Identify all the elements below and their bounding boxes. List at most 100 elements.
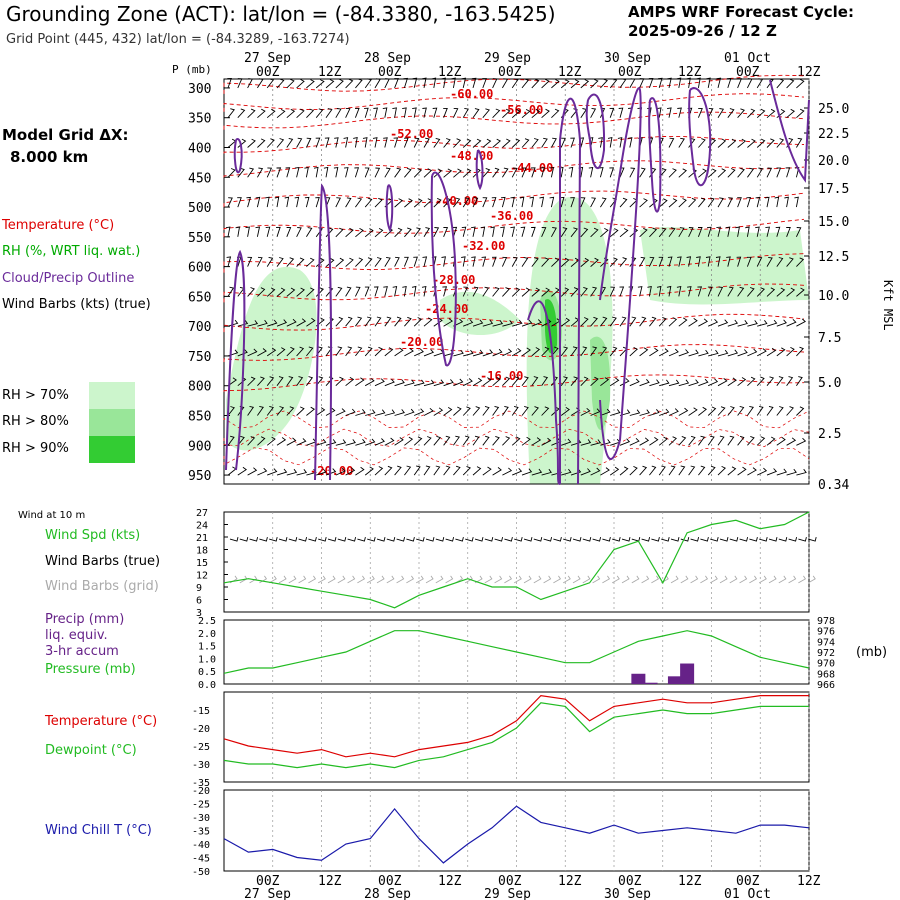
chill-ytick-1: -25 xyxy=(192,800,210,811)
wind-barb xyxy=(707,435,715,446)
wind-barb xyxy=(551,137,557,148)
temp-contour-9 xyxy=(223,313,805,333)
wind-barb xyxy=(707,286,713,297)
wind-barb xyxy=(296,257,305,267)
wind-barb xyxy=(345,227,354,238)
wind-barb-grid xyxy=(631,575,640,584)
wind-barb-true xyxy=(710,536,719,542)
wind-barb xyxy=(716,226,721,237)
wind-barb-grid xyxy=(406,575,415,584)
wind-barb xyxy=(541,137,548,148)
wind-barb xyxy=(649,316,657,327)
height-label-5: 12.5 xyxy=(818,250,849,265)
wind-barb xyxy=(462,378,473,387)
wind-barb xyxy=(717,108,725,118)
wind-barb xyxy=(335,286,343,297)
wind-barb xyxy=(727,406,735,416)
wind-barb xyxy=(609,346,618,357)
wind-barb xyxy=(521,287,531,297)
wind-barb xyxy=(639,78,645,89)
wind-barb-grid xyxy=(425,575,434,584)
wind-barb xyxy=(667,107,672,118)
wind-barb xyxy=(267,319,278,327)
wind-barb xyxy=(247,78,254,89)
wind-barb xyxy=(580,257,590,267)
wind-barb xyxy=(286,108,296,119)
wind-barb-grid xyxy=(611,575,620,584)
cloud-outline-9 xyxy=(599,87,642,460)
wind-barb xyxy=(639,167,646,178)
wind-barb-true xyxy=(455,536,464,542)
wind-barb xyxy=(286,137,294,148)
wind-barb xyxy=(521,405,529,416)
wind-barb xyxy=(796,468,807,476)
wind-barb xyxy=(237,466,248,476)
wind-barb xyxy=(421,286,427,297)
wind-barb xyxy=(764,196,770,208)
wind-barb xyxy=(276,257,284,267)
cloud-outline-1 xyxy=(233,138,243,174)
wind-barb xyxy=(306,376,314,386)
wind-barb-grid xyxy=(464,575,473,584)
wind-barb xyxy=(658,465,666,476)
temp-contour-label-12: -20.00 xyxy=(310,464,353,478)
wind-barb xyxy=(257,348,267,357)
wind-barb xyxy=(776,78,785,89)
wind-barb-true xyxy=(288,536,298,542)
wind-barb xyxy=(619,409,631,416)
bottom-time-tick-1: 12Z xyxy=(318,874,342,889)
wind-barb xyxy=(343,137,349,148)
cloud-outline-8 xyxy=(585,93,606,170)
wind-barb xyxy=(286,257,295,267)
wind-barb xyxy=(688,407,698,416)
wind-barb xyxy=(382,107,388,118)
wind-barb xyxy=(431,77,437,88)
wind-barb-true xyxy=(327,536,337,542)
wind-barb xyxy=(235,226,241,237)
wind-barb xyxy=(237,78,243,89)
wind-barb-true xyxy=(808,536,817,542)
wind-barb xyxy=(649,409,660,416)
wind-barb-true xyxy=(406,536,415,542)
bottom-time-tick-4: 00Z xyxy=(498,874,522,889)
wind-barb xyxy=(766,347,777,357)
wind-barb xyxy=(491,256,497,267)
pressure-label-450: 450 xyxy=(188,171,211,186)
wind-barb xyxy=(413,256,418,267)
temp-contour-5 xyxy=(223,190,805,208)
wind-barb xyxy=(609,257,618,267)
rh90-swatch xyxy=(89,436,135,463)
wind-barb xyxy=(501,256,508,267)
wind-barb xyxy=(306,257,315,267)
wind-barb xyxy=(541,346,550,357)
wind-barb xyxy=(404,167,412,178)
wind-barb xyxy=(775,226,781,237)
wind-barb xyxy=(511,108,521,119)
wind-barb-true xyxy=(386,536,396,542)
wind-barb xyxy=(247,256,253,267)
wind-barb xyxy=(796,108,805,119)
wind-barb-grid xyxy=(484,575,493,584)
grid-point-subtitle: Grid Point (445, 432) lat/lon = (-84.328… xyxy=(6,32,350,47)
wind-barb xyxy=(257,319,268,327)
wind-barb xyxy=(414,348,424,357)
wind-barb xyxy=(364,78,372,89)
wind-barb xyxy=(306,438,317,446)
wind-barb xyxy=(502,138,511,148)
wind-barb-true xyxy=(543,536,553,542)
wind-barb-grid xyxy=(504,575,513,584)
pressure-ytick-970: 970 xyxy=(817,659,835,670)
wind-barb xyxy=(786,468,797,476)
wind-barb xyxy=(355,228,364,238)
wind-barb xyxy=(384,256,391,267)
wind-barb xyxy=(394,409,405,416)
wind-barb-grid xyxy=(739,575,748,584)
wind-barb xyxy=(266,167,273,178)
wind-barb-grid xyxy=(543,575,552,584)
wind-barb-grid xyxy=(249,575,258,584)
wind-barb xyxy=(355,409,366,416)
temp-ytick-1: -20 xyxy=(192,724,210,735)
legend-temperature: Temperature (°C) xyxy=(2,218,115,233)
wind-barb xyxy=(520,226,526,237)
wind-barb xyxy=(392,286,398,297)
